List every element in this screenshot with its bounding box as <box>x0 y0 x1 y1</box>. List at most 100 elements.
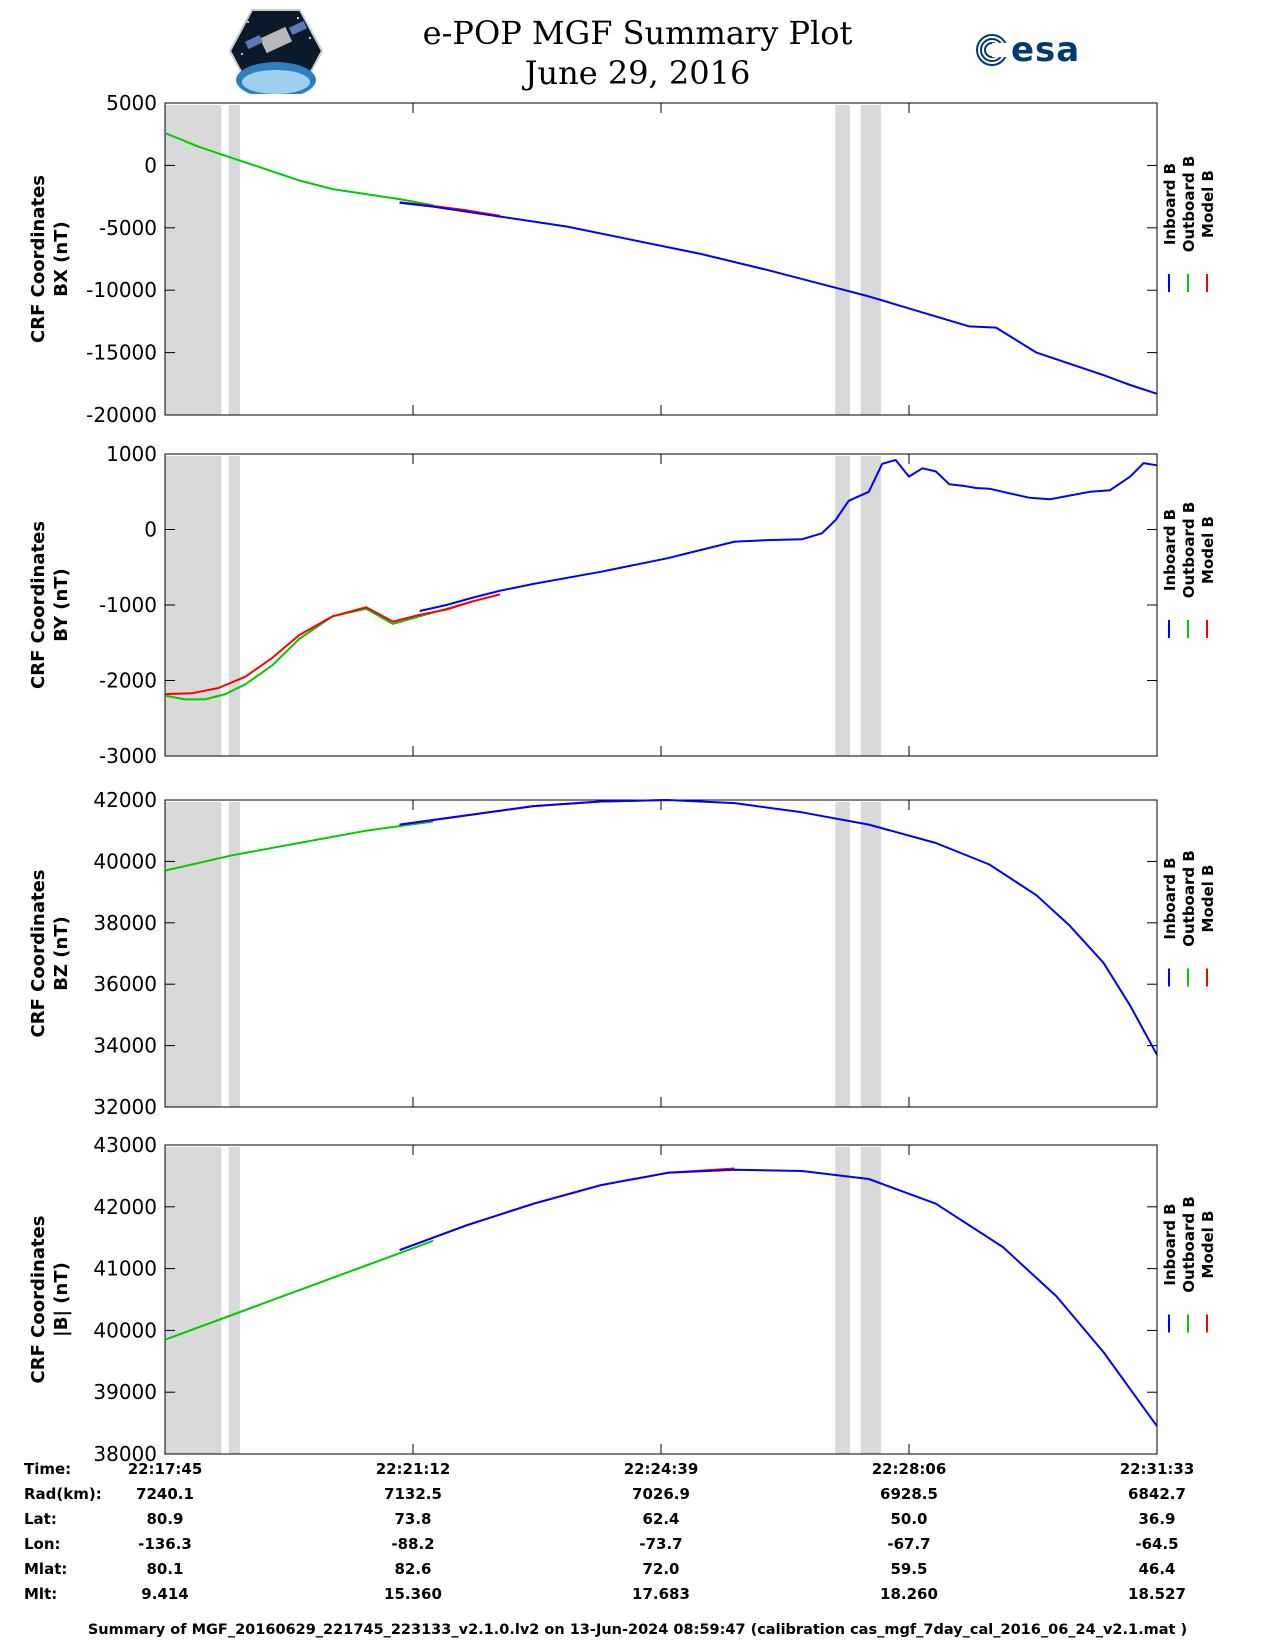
data-gap-band <box>228 456 241 756</box>
table-row-label: Mlt: <box>24 1585 58 1603</box>
table-cell: -73.7 <box>639 1535 683 1553</box>
y-tick-label: 36000 <box>93 972 157 996</box>
table-cell: 73.8 <box>394 1510 432 1528</box>
table-cell: 82.6 <box>394 1560 432 1578</box>
plot-frame <box>164 1144 1158 1455</box>
data-gap-band <box>228 802 241 1107</box>
series-line-outboard-b <box>164 820 434 872</box>
legend-label: Outboard B <box>1180 1196 1198 1293</box>
y-tick-label: -5000 <box>99 216 157 240</box>
table-row-label: Time: <box>24 1460 72 1478</box>
y-axis-label: BX (nT) <box>51 221 72 296</box>
legend-label: Inboard B <box>1161 509 1179 591</box>
y-tick-label: 5000 <box>106 91 157 115</box>
y-tick-label: 42000 <box>93 1195 157 1219</box>
y-tick-label: -3000 <box>99 744 157 768</box>
legend-label: Model B <box>1199 865 1217 933</box>
y-tick-label: 40000 <box>93 849 157 873</box>
y-tick-label: -2000 <box>99 669 157 693</box>
table-cell: -136.3 <box>138 1535 192 1553</box>
data-gap-band <box>860 802 881 1107</box>
table-cell: 59.5 <box>890 1560 928 1578</box>
data-gap-band <box>860 1147 881 1454</box>
data-gap-band <box>228 1147 241 1454</box>
series-line-inboard-b <box>419 459 1158 612</box>
table-cell: 62.4 <box>642 1510 680 1528</box>
table-cell: 36.9 <box>1138 1510 1176 1528</box>
legend-label: Outboard B <box>1180 850 1198 947</box>
table-cell: 22:24:39 <box>623 1460 699 1478</box>
series-line-inboard-b <box>399 799 1158 1056</box>
series-line-outboard-b <box>164 1239 434 1341</box>
series-line-outboard-b <box>164 600 474 701</box>
data-gap-band <box>860 105 881 415</box>
series-line-inboard-b <box>399 201 1158 395</box>
y-tick-label: -10000 <box>86 278 157 302</box>
series-line-model-b <box>164 593 501 696</box>
table-cell: 50.0 <box>890 1510 928 1528</box>
y-tick-label: 43000 <box>93 1133 157 1157</box>
series-line-inboard-b <box>399 1168 1158 1427</box>
table-cell: 6842.7 <box>1128 1485 1186 1503</box>
y-tick-label: -15000 <box>86 341 157 365</box>
y-tick-label: 0 <box>144 153 157 177</box>
series-line-outboard-b <box>164 132 434 207</box>
table-cell: 6928.5 <box>880 1485 938 1503</box>
y-axis-label: BY (nT) <box>51 568 72 642</box>
y-tick-label: -20000 <box>86 403 157 427</box>
y-axis-label: BZ (nT) <box>51 916 72 991</box>
y-tick-label: 32000 <box>93 1095 157 1119</box>
table-cell: 18.527 <box>1128 1585 1186 1603</box>
table-cell: 15.360 <box>384 1585 442 1603</box>
y-tick-label: 40000 <box>93 1318 157 1342</box>
chart-panel-3: 42000 40000 38000 36000 34000 32000 CRF Coordi… <box>28 788 1217 1119</box>
series-line-model-b <box>399 799 668 826</box>
data-gap-band <box>860 456 881 756</box>
y-tick-label: 34000 <box>93 1034 157 1058</box>
esa-logo: esa <box>975 30 1080 70</box>
legend-label: Outboard B <box>1180 156 1198 253</box>
y-axis-label: CRF Coordinates <box>28 521 49 689</box>
table-row-label: Lat: <box>24 1510 57 1528</box>
legend-label: Model B <box>1199 516 1217 584</box>
data-gap-band <box>165 802 222 1107</box>
cassiope-mission-logo <box>228 8 324 98</box>
table-cell: 22:21:12 <box>375 1460 451 1478</box>
legend-label: Model B <box>1199 170 1217 238</box>
y-axis-label: CRF Coordinates <box>28 1216 49 1384</box>
esa-logo-text: esa <box>1011 30 1081 70</box>
table-cell: -64.5 <box>1135 1535 1179 1553</box>
table-cell: 7026.9 <box>632 1485 690 1503</box>
esa-swirl-icon <box>976 34 1009 66</box>
table-cell: 9.414 <box>141 1585 189 1603</box>
table-cell: 7132.5 <box>384 1485 442 1503</box>
table-cell: 22:31:33 <box>1119 1460 1195 1478</box>
table-row-label: Lon: <box>24 1535 61 1553</box>
y-tick-label: 41000 <box>93 1257 157 1281</box>
chart-panel-4: 43000 42000 41000 40000 39000 38000 CRF Coordi… <box>28 1133 1217 1466</box>
table-cell: -67.7 <box>887 1535 931 1553</box>
table-cell: 46.4 <box>1138 1560 1176 1578</box>
table-row-label: Rad(km): <box>24 1485 102 1503</box>
table-cell: 22:28:06 <box>871 1460 947 1478</box>
data-gap-band <box>228 105 241 415</box>
legend-label: Outboard B <box>1180 502 1198 599</box>
plot-frame <box>164 453 1158 757</box>
legend-label: Inboard B <box>1161 163 1179 245</box>
chart-subtitle: June 29, 2016 <box>524 54 751 92</box>
table-cell: 80.9 <box>146 1510 184 1528</box>
y-tick-label: 38000 <box>93 911 157 935</box>
series-line-model-b <box>399 1167 735 1252</box>
data-gap-band <box>835 802 851 1107</box>
table-cell: -88.2 <box>391 1535 435 1553</box>
data-gap-band <box>835 456 851 756</box>
legend-label: Model B <box>1199 1211 1217 1279</box>
data-gap-band <box>835 105 851 415</box>
plot-frame <box>164 102 1158 416</box>
y-axis-label: CRF Coordinates <box>28 870 49 1038</box>
table-row-label: Mlat: <box>24 1560 68 1578</box>
table-cell: 72.0 <box>642 1560 680 1578</box>
legend-label: Inboard B <box>1161 1203 1179 1285</box>
y-axis-label: |B| (nT) <box>51 1262 72 1337</box>
